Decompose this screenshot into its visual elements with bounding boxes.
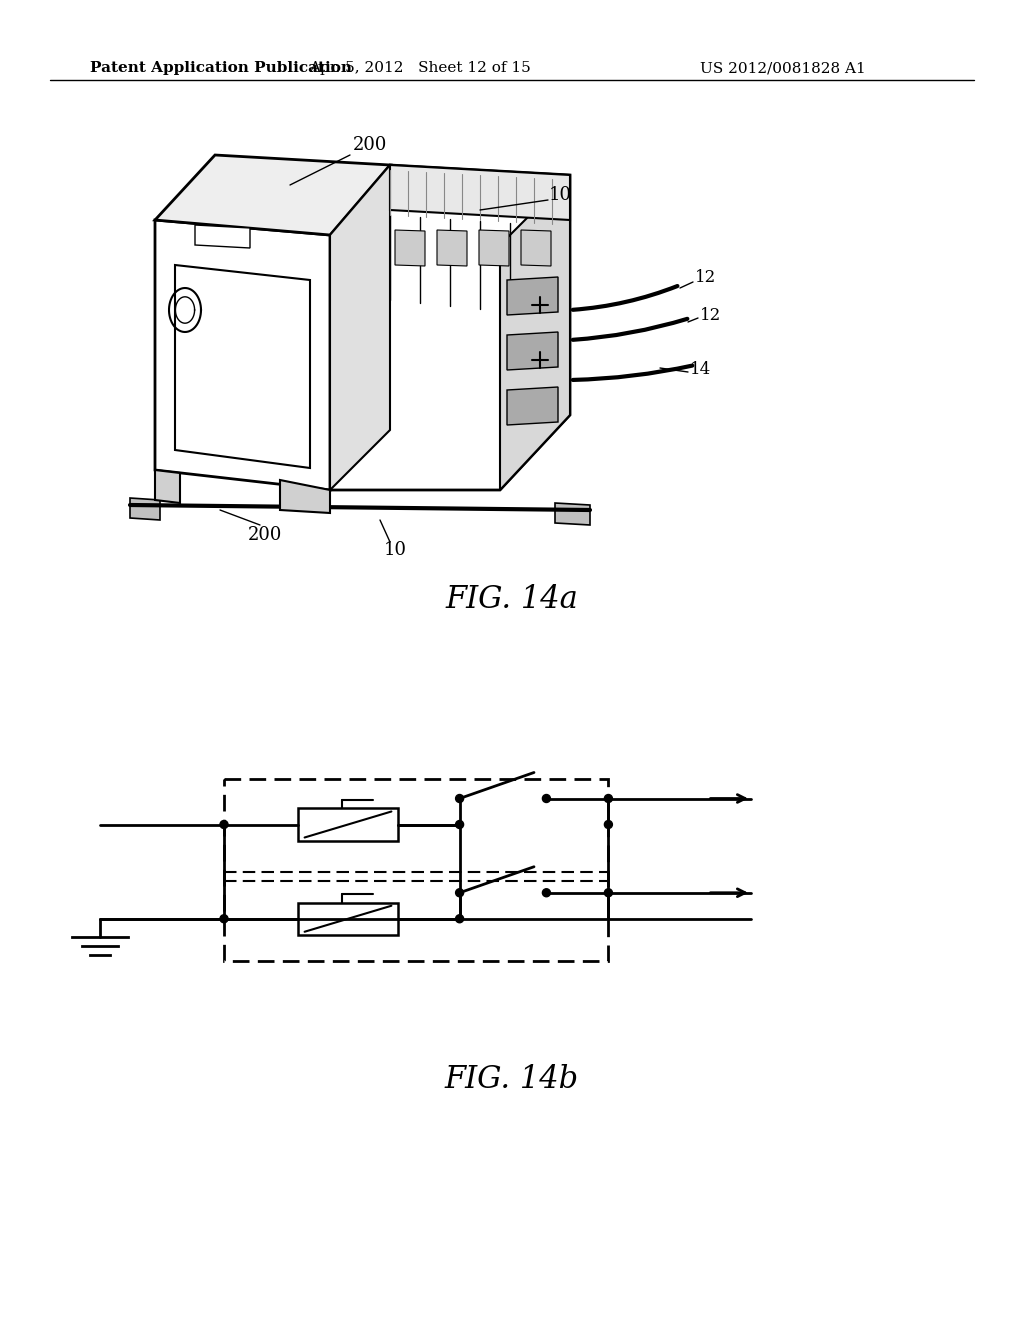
Polygon shape xyxy=(195,224,250,248)
Polygon shape xyxy=(280,480,330,513)
Polygon shape xyxy=(437,230,467,267)
Text: 12: 12 xyxy=(695,269,716,286)
Circle shape xyxy=(220,821,228,829)
Text: Apr. 5, 2012   Sheet 12 of 15: Apr. 5, 2012 Sheet 12 of 15 xyxy=(309,61,530,75)
Circle shape xyxy=(456,915,464,923)
Polygon shape xyxy=(507,333,558,370)
Polygon shape xyxy=(390,165,570,220)
Polygon shape xyxy=(555,503,590,525)
Polygon shape xyxy=(130,498,160,520)
Polygon shape xyxy=(395,230,425,267)
Text: FIG. 14b: FIG. 14b xyxy=(445,1064,579,1096)
Polygon shape xyxy=(479,230,509,267)
Circle shape xyxy=(604,795,612,803)
Text: 10: 10 xyxy=(549,186,571,205)
Text: FIG. 14a: FIG. 14a xyxy=(445,585,579,615)
Bar xyxy=(224,779,608,961)
Circle shape xyxy=(604,821,612,829)
Text: 12: 12 xyxy=(700,306,721,323)
Polygon shape xyxy=(507,387,558,425)
Polygon shape xyxy=(175,265,310,469)
Polygon shape xyxy=(155,154,390,235)
Polygon shape xyxy=(521,230,551,267)
Circle shape xyxy=(543,795,551,803)
Polygon shape xyxy=(330,165,570,490)
Circle shape xyxy=(456,888,464,896)
Text: 10: 10 xyxy=(384,541,407,558)
Polygon shape xyxy=(330,165,390,490)
Circle shape xyxy=(456,795,464,803)
Text: US 2012/0081828 A1: US 2012/0081828 A1 xyxy=(700,61,865,75)
Text: 14: 14 xyxy=(690,362,712,379)
Bar xyxy=(298,808,397,841)
Circle shape xyxy=(543,888,551,896)
Text: Patent Application Publication: Patent Application Publication xyxy=(90,61,352,75)
Text: 200: 200 xyxy=(353,136,387,154)
Polygon shape xyxy=(155,220,330,490)
Polygon shape xyxy=(155,470,180,503)
Circle shape xyxy=(220,915,228,923)
Polygon shape xyxy=(507,277,558,315)
Circle shape xyxy=(604,888,612,896)
Polygon shape xyxy=(500,176,570,490)
Circle shape xyxy=(456,821,464,829)
Bar xyxy=(298,903,397,935)
Text: 200: 200 xyxy=(248,525,283,544)
